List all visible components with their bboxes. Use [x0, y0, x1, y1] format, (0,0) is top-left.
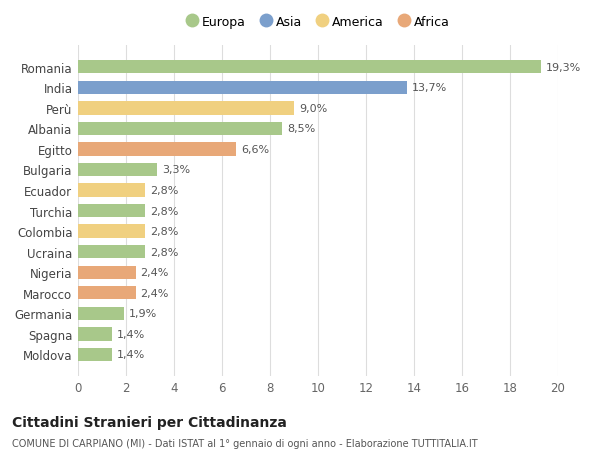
Bar — [78, 184, 145, 197]
Bar — [78, 225, 145, 238]
Bar — [78, 286, 136, 300]
Bar — [78, 266, 136, 280]
Bar — [78, 328, 112, 341]
Bar — [78, 102, 294, 115]
Text: 2,4%: 2,4% — [140, 288, 169, 298]
Legend: Europa, Asia, America, Africa: Europa, Asia, America, Africa — [183, 12, 453, 33]
Bar — [78, 123, 282, 136]
Bar — [78, 307, 124, 320]
Bar — [78, 204, 145, 218]
Bar — [78, 246, 145, 259]
Text: 3,3%: 3,3% — [162, 165, 190, 175]
Text: 1,4%: 1,4% — [116, 350, 145, 360]
Text: 2,8%: 2,8% — [150, 247, 178, 257]
Text: 2,8%: 2,8% — [150, 206, 178, 216]
Bar — [78, 348, 112, 361]
Text: 9,0%: 9,0% — [299, 104, 327, 113]
Text: Cittadini Stranieri per Cittadinanza: Cittadini Stranieri per Cittadinanza — [12, 415, 287, 429]
Text: 19,3%: 19,3% — [546, 62, 581, 73]
Bar — [78, 163, 157, 177]
Text: 1,4%: 1,4% — [116, 329, 145, 339]
Text: 6,6%: 6,6% — [241, 145, 269, 155]
Text: 13,7%: 13,7% — [412, 83, 447, 93]
Bar — [78, 61, 541, 74]
Bar — [78, 81, 407, 95]
Text: 2,8%: 2,8% — [150, 227, 178, 237]
Text: COMUNE DI CARPIANO (MI) - Dati ISTAT al 1° gennaio di ogni anno - Elaborazione T: COMUNE DI CARPIANO (MI) - Dati ISTAT al … — [12, 438, 478, 448]
Text: 2,4%: 2,4% — [140, 268, 169, 278]
Bar — [78, 143, 236, 156]
Text: 1,9%: 1,9% — [128, 309, 157, 319]
Text: 8,5%: 8,5% — [287, 124, 315, 134]
Text: 2,8%: 2,8% — [150, 185, 178, 196]
